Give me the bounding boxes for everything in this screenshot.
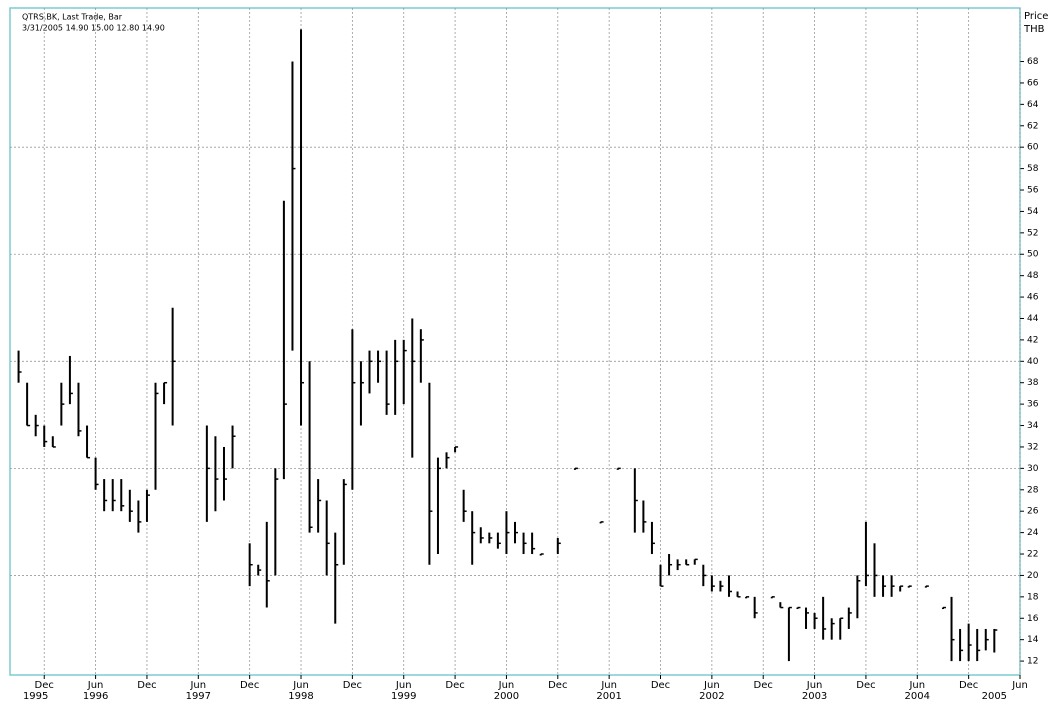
y-tick-label: 68 [1027, 57, 1039, 67]
y-tick-label: 20 [1027, 571, 1039, 581]
year-label: 1999 [391, 691, 416, 702]
y-axis-unit: THB [1023, 24, 1045, 35]
y-tick-label: 38 [1027, 378, 1039, 388]
chart-subtitle: 3/31/2005 14.90 15.00 12.80 14.90 [22, 24, 165, 33]
y-tick-label: 44 [1027, 314, 1039, 324]
x-tick-label: Jun [189, 680, 206, 691]
x-tick-label: Dec [856, 680, 875, 691]
year-label: 2003 [802, 691, 827, 702]
year-label: 2005 [982, 691, 1007, 702]
y-tick-label: 54 [1027, 207, 1039, 217]
x-tick-label: Jun [600, 680, 617, 691]
x-tick-label: Dec [240, 680, 259, 691]
y-axis-label: Price [1024, 11, 1048, 22]
x-tick-label: Jun [1011, 680, 1028, 691]
chart-title: QTRS.BK, Last Trade, Bar [22, 13, 123, 22]
x-tick-label: Jun [806, 680, 823, 691]
x-tick-label: Jun [395, 680, 412, 691]
y-tick-label: 22 [1027, 550, 1038, 560]
y-tick-label: 42 [1027, 335, 1038, 345]
x-tick-label: Jun [703, 680, 720, 691]
x-tick-label: Dec [651, 680, 670, 691]
x-tick-label: Jun [908, 680, 925, 691]
y-tick-label: 64 [1027, 100, 1039, 110]
y-tick-label: 40 [1027, 357, 1039, 367]
x-tick-label: Dec [959, 680, 978, 691]
y-tick-label: 52 [1027, 228, 1038, 238]
y-tick-label: 62 [1027, 121, 1038, 131]
x-tick-label: Dec [754, 680, 773, 691]
x-tick-label: Dec [35, 680, 54, 691]
y-tick-label: 48 [1027, 271, 1039, 281]
year-label: 1995 [23, 691, 48, 702]
y-tick-label: 66 [1027, 78, 1039, 88]
y-tick-label: 50 [1027, 250, 1039, 260]
year-label: 1997 [186, 691, 211, 702]
y-tick-label: 56 [1027, 186, 1039, 196]
y-tick-label: 34 [1027, 421, 1039, 431]
year-label: 2000 [494, 691, 519, 702]
y-tick-label: 12 [1027, 657, 1038, 667]
year-label: 1996 [83, 691, 108, 702]
y-tick-label: 14 [1027, 635, 1039, 645]
x-tick-label: Jun [292, 680, 309, 691]
x-tick-label: Dec [548, 680, 567, 691]
y-tick-label: 16 [1027, 614, 1039, 624]
x-tick-label: Dec [343, 680, 362, 691]
y-tick-label: 36 [1027, 400, 1039, 410]
year-label: 2002 [699, 691, 724, 702]
y-tick-label: 58 [1027, 164, 1039, 174]
y-tick-label: 28 [1027, 485, 1039, 495]
x-tick-label: Jun [87, 680, 104, 691]
year-label: 2001 [596, 691, 621, 702]
y-tick-label: 30 [1027, 464, 1039, 474]
year-label: 2004 [905, 691, 930, 702]
y-tick-label: 26 [1027, 507, 1039, 517]
y-tick-label: 32 [1027, 442, 1038, 452]
x-tick-label: Dec [445, 680, 464, 691]
year-label: 1998 [288, 691, 313, 702]
y-tick-label: 60 [1027, 143, 1039, 153]
y-tick-label: 18 [1027, 592, 1039, 602]
x-tick-label: Jun [498, 680, 515, 691]
y-tick-label: 24 [1027, 528, 1039, 538]
x-tick-label: Dec [137, 680, 156, 691]
y-tick-label: 46 [1027, 293, 1039, 303]
